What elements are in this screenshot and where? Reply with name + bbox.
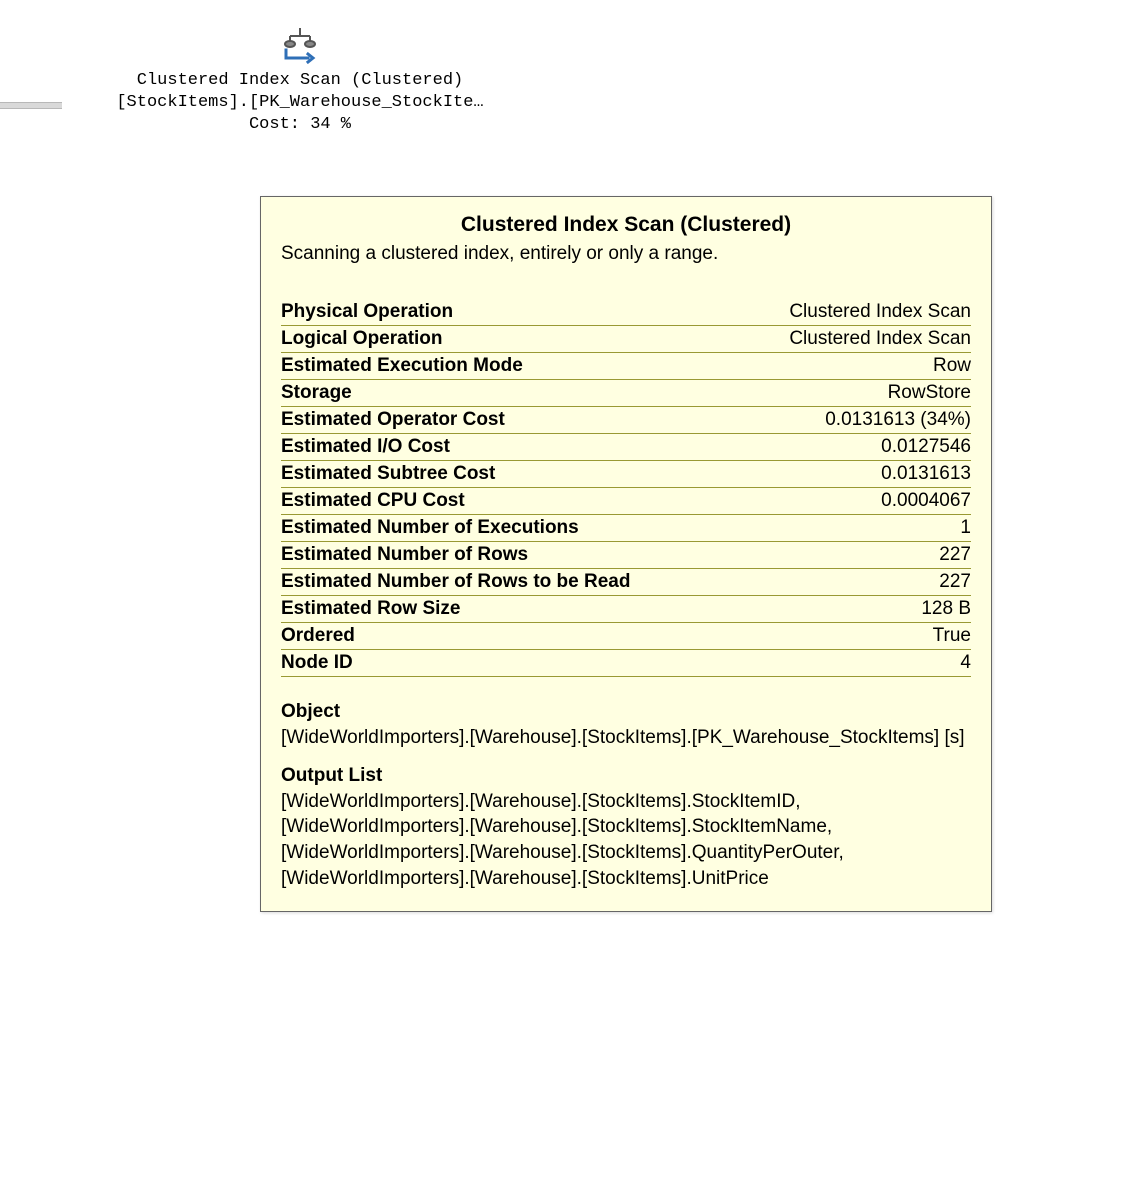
property-label: Estimated Subtree Cost <box>281 461 735 488</box>
property-row: Estimated Number of Rows to be Read227 <box>281 569 971 596</box>
property-row: Estimated CPU Cost0.0004067 <box>281 488 971 515</box>
property-row: OrderedTrue <box>281 623 971 650</box>
property-label: Node ID <box>281 650 735 677</box>
property-value: 0.0127546 <box>735 434 971 461</box>
property-row: StorageRowStore <box>281 380 971 407</box>
property-value: Clustered Index Scan <box>735 326 971 353</box>
property-value: 0.0131613 <box>735 461 971 488</box>
property-label: Storage <box>281 380 735 407</box>
property-value: Clustered Index Scan <box>735 299 971 326</box>
property-value: 4 <box>735 650 971 677</box>
property-label: Estimated Number of Rows to be Read <box>281 569 735 596</box>
property-label: Ordered <box>281 623 735 650</box>
connector-line <box>0 102 62 109</box>
property-label: Estimated Number of Rows <box>281 542 735 569</box>
property-row: Estimated I/O Cost0.0127546 <box>281 434 971 461</box>
property-row: Estimated Subtree Cost0.0131613 <box>281 461 971 488</box>
property-row: Estimated Number of Executions1 <box>281 515 971 542</box>
property-label: Estimated Row Size <box>281 596 735 623</box>
property-row: Estimated Row Size128 B <box>281 596 971 623</box>
property-value: 227 <box>735 569 971 596</box>
node-title: Clustered Index Scan (Clustered) <box>80 70 520 92</box>
section-body: [WideWorldImporters].[Warehouse].[StockI… <box>281 789 971 892</box>
property-value: 227 <box>735 542 971 569</box>
node-object: [StockItems].[PK_Warehouse_StockIte… <box>80 92 520 114</box>
property-label: Estimated I/O Cost <box>281 434 735 461</box>
tooltip-panel: Clustered Index Scan (Clustered) Scannin… <box>260 196 992 912</box>
property-value: True <box>735 623 971 650</box>
property-row: Estimated Number of Rows227 <box>281 542 971 569</box>
property-value: RowStore <box>735 380 971 407</box>
properties-table: Physical OperationClustered Index ScanLo… <box>281 299 971 677</box>
property-label: Physical Operation <box>281 299 735 326</box>
property-row: Estimated Operator Cost0.0131613 (34%) <box>281 407 971 434</box>
property-value: Row <box>735 353 971 380</box>
section-label: Object <box>281 701 971 723</box>
node-cost: Cost: 34 % <box>80 114 520 136</box>
tooltip-title: Clustered Index Scan (Clustered) <box>281 213 971 237</box>
property-value: 0.0131613 (34%) <box>735 407 971 434</box>
property-label: Estimated Number of Executions <box>281 515 735 542</box>
property-row: Estimated Execution ModeRow <box>281 353 971 380</box>
property-value: 128 B <box>735 596 971 623</box>
tooltip-description: Scanning a clustered index, entirely or … <box>281 243 971 265</box>
property-label: Estimated Execution Mode <box>281 353 735 380</box>
property-row: Logical OperationClustered Index Scan <box>281 326 971 353</box>
property-label: Logical Operation <box>281 326 735 353</box>
section-body: [WideWorldImporters].[Warehouse].[StockI… <box>281 725 971 751</box>
property-row: Physical OperationClustered Index Scan <box>281 299 971 326</box>
property-label: Estimated Operator Cost <box>281 407 735 434</box>
plan-node[interactable]: Clustered Index Scan (Clustered) [StockI… <box>80 24 520 136</box>
clustered-index-scan-icon <box>280 24 320 64</box>
section-label: Output List <box>281 765 971 787</box>
property-label: Estimated CPU Cost <box>281 488 735 515</box>
property-value: 1 <box>735 515 971 542</box>
property-value: 0.0004067 <box>735 488 971 515</box>
property-row: Node ID4 <box>281 650 971 677</box>
